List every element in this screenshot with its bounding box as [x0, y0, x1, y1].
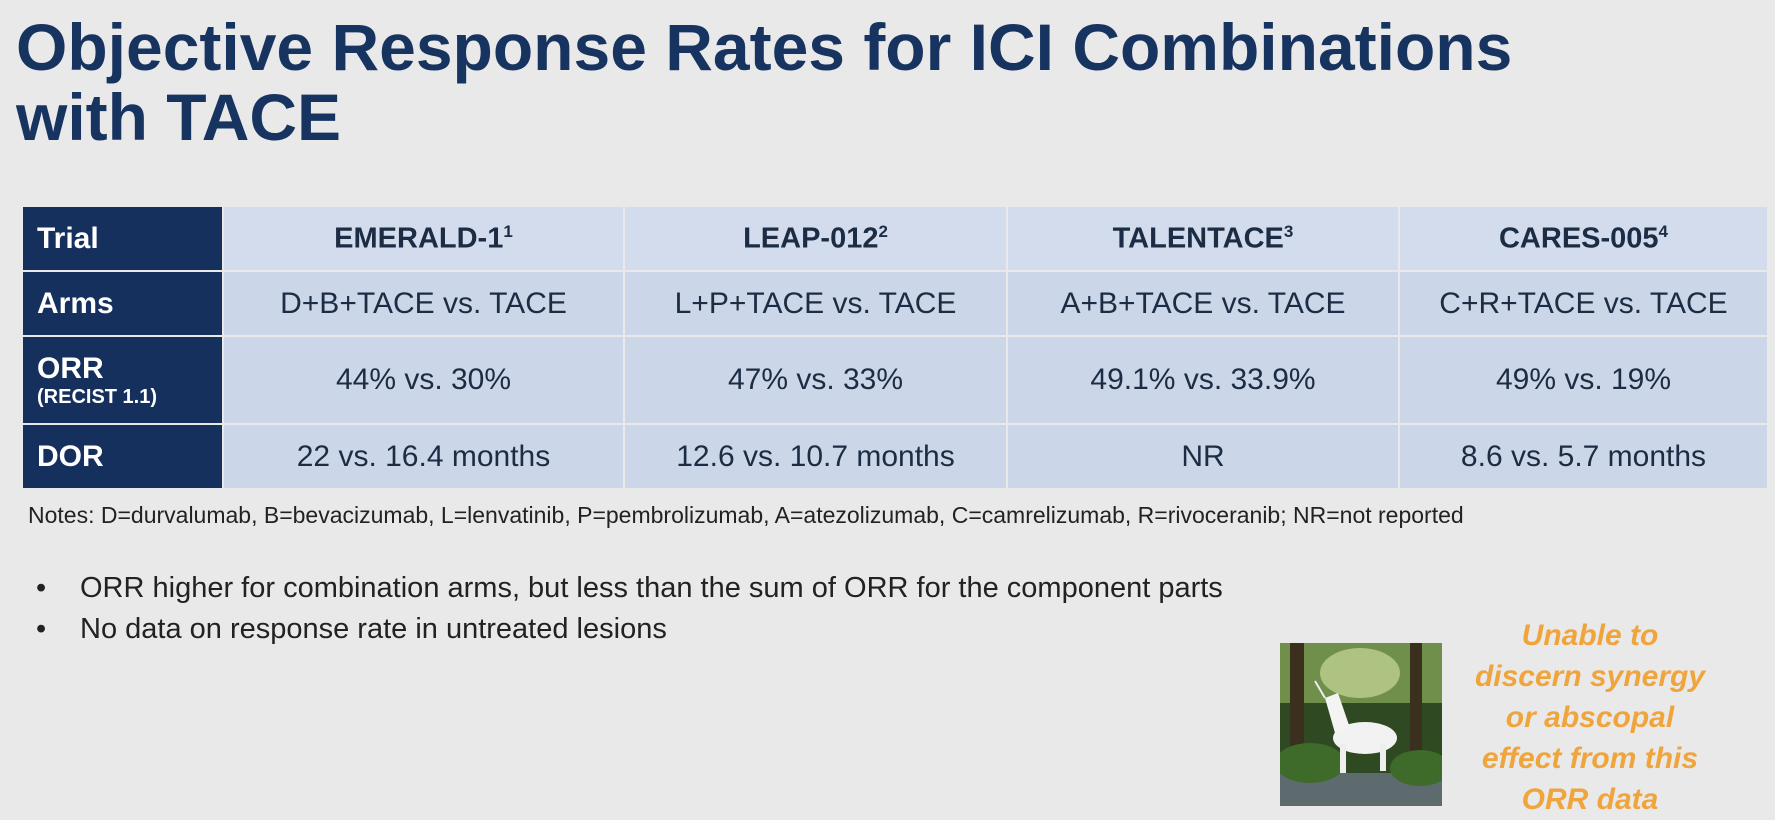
cell-text: D+B+TACE vs. TACE — [280, 286, 567, 320]
table-cell: 22 vs. 16.4 months — [224, 425, 623, 488]
cell-text: DOR — [37, 439, 104, 473]
column-header: LEAP-0122 — [625, 207, 1006, 270]
table-cell: A+B+TACE vs. TACE — [1008, 272, 1398, 335]
column-header: TALENTACE3 — [1008, 207, 1398, 270]
table-cell: C+R+TACE vs. TACE — [1400, 272, 1767, 335]
cell-line: LEAP-0122 — [743, 222, 888, 256]
cell-text: 12.6 vs. 10.7 months — [676, 439, 955, 473]
notes: Notes: D=durvalumab, B=bevacizumab, L=le… — [28, 502, 1464, 528]
table-cell: 12.6 vs. 10.7 months — [625, 425, 1006, 488]
table-cell: D+B+TACE vs. TACE — [224, 272, 623, 335]
cell-text: 49.1% vs. 33.9% — [1090, 363, 1316, 396]
row-label: Arms — [23, 272, 222, 335]
cell-text: EMERALD-1 — [334, 222, 504, 255]
slide-title: Objective Response Rates for ICI Combina… — [16, 10, 1513, 154]
row-label: DOR — [23, 425, 222, 488]
cell-text: C+R+TACE vs. TACE — [1439, 286, 1728, 320]
footnote-ref: 1 — [503, 221, 513, 241]
row-label: ORR (RECIST 1.1) — [23, 337, 222, 423]
cell-text: ORR — [37, 351, 104, 385]
cell-text: L+P+TACE vs. TACE — [674, 286, 957, 320]
footnote-ref: 3 — [1283, 221, 1294, 241]
cell-text: NR — [1181, 439, 1225, 473]
footnote-ref: 4 — [1658, 221, 1669, 241]
table-cell: 49.1% vs. 33.9% — [1008, 337, 1398, 423]
cell-text: 22 vs. 16.4 months — [296, 439, 551, 473]
column-header: CARES-0054 — [1400, 207, 1767, 270]
bullet-list: ORR higher for combination arms, but les… — [36, 568, 1223, 650]
table-cell: 47% vs. 33% — [625, 337, 1006, 423]
cell-text: 49% vs. 19% — [1495, 363, 1672, 396]
cell-line: EMERALD-11 — [334, 222, 513, 256]
bullet: No data on response rate in untreated le… — [36, 609, 1223, 650]
cell-text: Arms — [37, 286, 114, 320]
unicorn-image — [1280, 643, 1442, 806]
cell-line: TALENTACE3 — [1113, 222, 1294, 256]
table-cell: L+P+TACE vs. TACE — [625, 272, 1006, 335]
table-cell: 8.6 vs. 5.7 months — [1400, 425, 1767, 488]
callout: Unable to discern synergy or abscopal effec… — [1450, 615, 1730, 820]
column-header: EMERALD-11 — [224, 207, 623, 270]
table-cell: NR — [1008, 425, 1398, 488]
cell-text: 47% vs. 33% — [727, 363, 904, 396]
row-label: Trial — [23, 207, 222, 270]
table-cell: 44% vs. 30% — [224, 337, 623, 423]
cell-line: CARES-0054 — [1499, 222, 1668, 256]
cell-text: 8.6 vs. 5.7 months — [1460, 439, 1707, 473]
cell-text: LEAP-012 — [743, 222, 879, 255]
cell-subtext: (RECIST 1.1) — [37, 385, 158, 408]
cell-line: ORR — [37, 352, 104, 386]
callout-line: effect from this — [1481, 742, 1699, 775]
callout-line: discern synergy — [1474, 660, 1706, 693]
footnote-ref: 2 — [878, 221, 888, 241]
cell-text: 44% vs. 30% — [335, 363, 512, 396]
cell-text: Trial — [37, 221, 99, 255]
cell-text: A+B+TACE vs. TACE — [1060, 286, 1346, 320]
callout-line: or abscopal — [1505, 701, 1675, 734]
callout-line: ORR data — [1521, 783, 1659, 816]
callout-line: Unable to — [1521, 619, 1659, 652]
bullet: ORR higher for combination arms, but les… — [36, 568, 1223, 609]
table-cell: 49% vs. 19% — [1400, 337, 1767, 423]
cell-text: CARES-005 — [1498, 222, 1659, 255]
cell-text: TALENTACE — [1112, 222, 1284, 255]
